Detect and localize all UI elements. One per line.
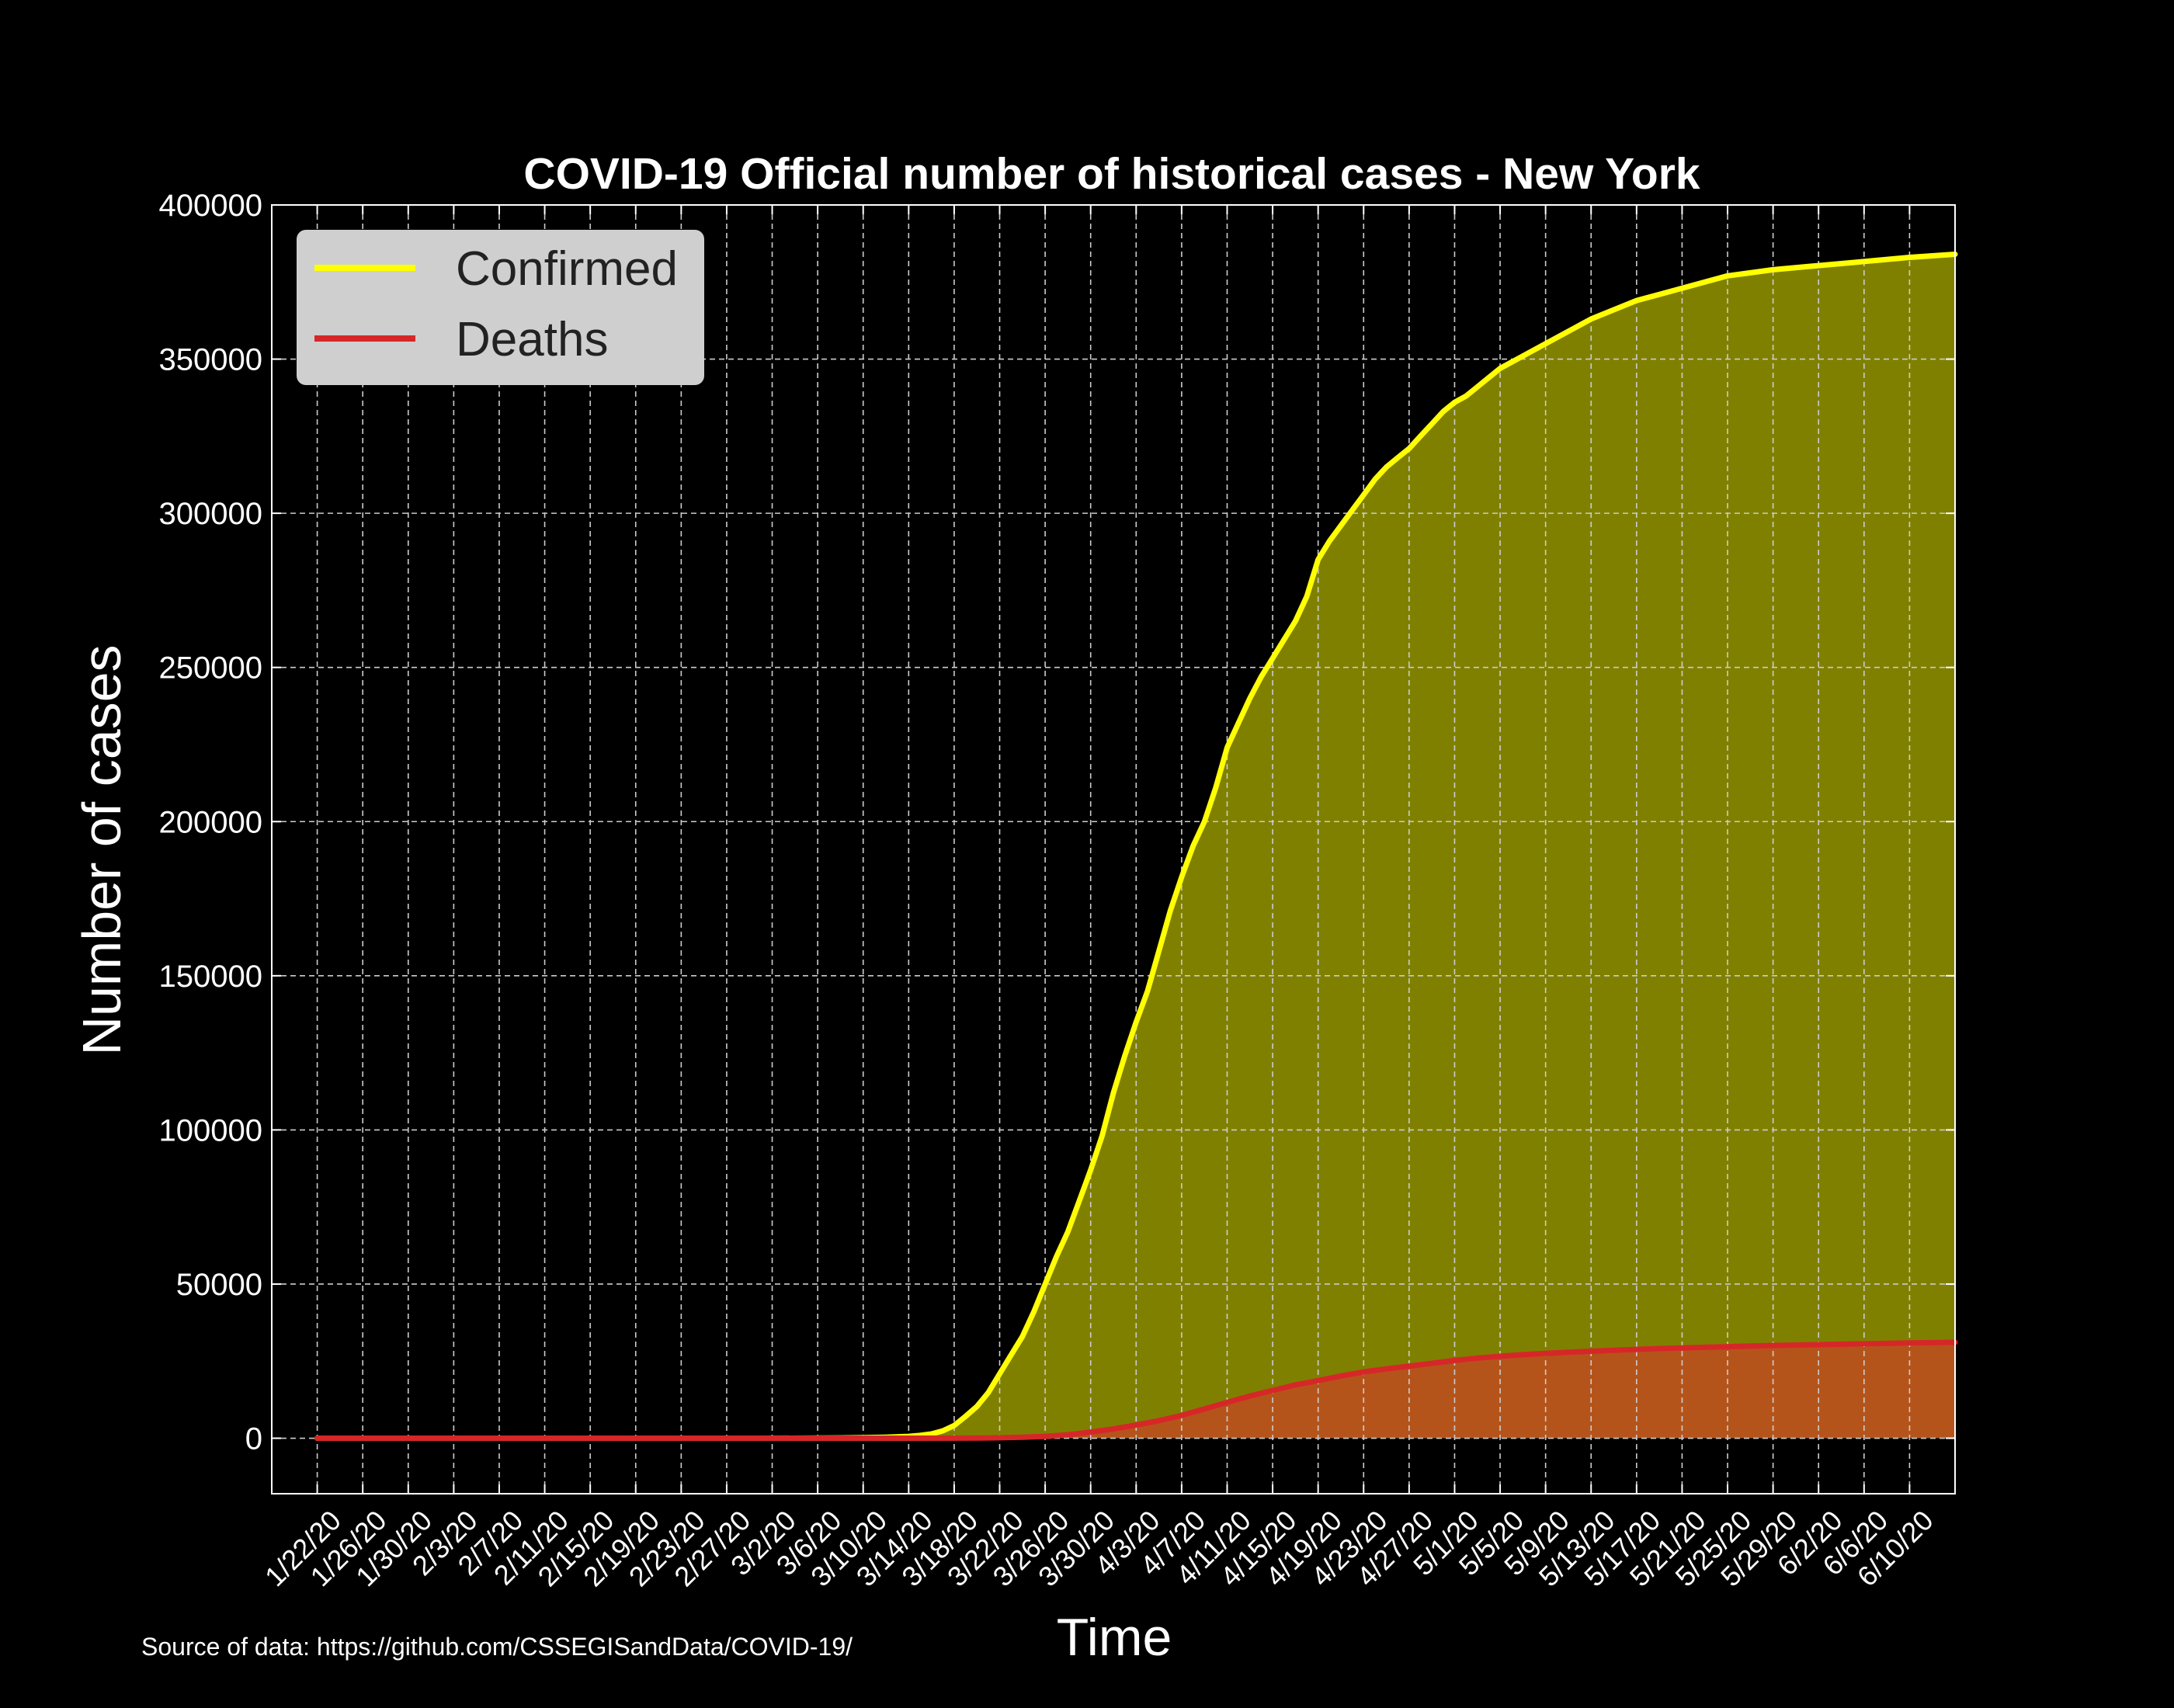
y-tick-label: 350000 — [159, 343, 262, 377]
legend-label-confirmed: Confirmed — [456, 242, 678, 296]
source-note: Source of data: https://github.com/CSSEG… — [141, 1633, 853, 1661]
y-axis: 0 50000 100000 150000 200000 250000 300000 3500… — [159, 189, 1955, 1456]
series-line-deaths — [314, 1339, 1958, 1441]
y-tick-label: 300000 — [159, 497, 262, 531]
legend-label-deaths: Deaths — [456, 313, 608, 366]
y-tick-label: 0 — [245, 1422, 262, 1456]
plot-frame — [271, 204, 1956, 1494]
x-axis: 1/22/201/26/201/30/202/3/202/7/202/11/20… — [259, 205, 1940, 1592]
grid-layer — [272, 204, 1955, 1494]
y-tick-label: 50000 — [176, 1268, 262, 1302]
y-tick-label: 100000 — [159, 1113, 262, 1147]
x-axis-label: Time — [1057, 1608, 1172, 1667]
y-tick-label: 200000 — [159, 805, 262, 839]
y-tick-label: 150000 — [159, 960, 262, 994]
series-line-confirmed — [314, 252, 1958, 1441]
line-layer — [314, 252, 1958, 1441]
y-tick-label: 250000 — [159, 651, 262, 686]
y-axis-label: Number of cases — [71, 644, 132, 1055]
y-tick-label: 400000 — [159, 189, 262, 223]
area-deaths — [317, 1342, 1955, 1439]
chart-title: COVID-19 Official number of historical c… — [523, 149, 1700, 199]
legend: Confirmed Deaths — [297, 230, 704, 385]
